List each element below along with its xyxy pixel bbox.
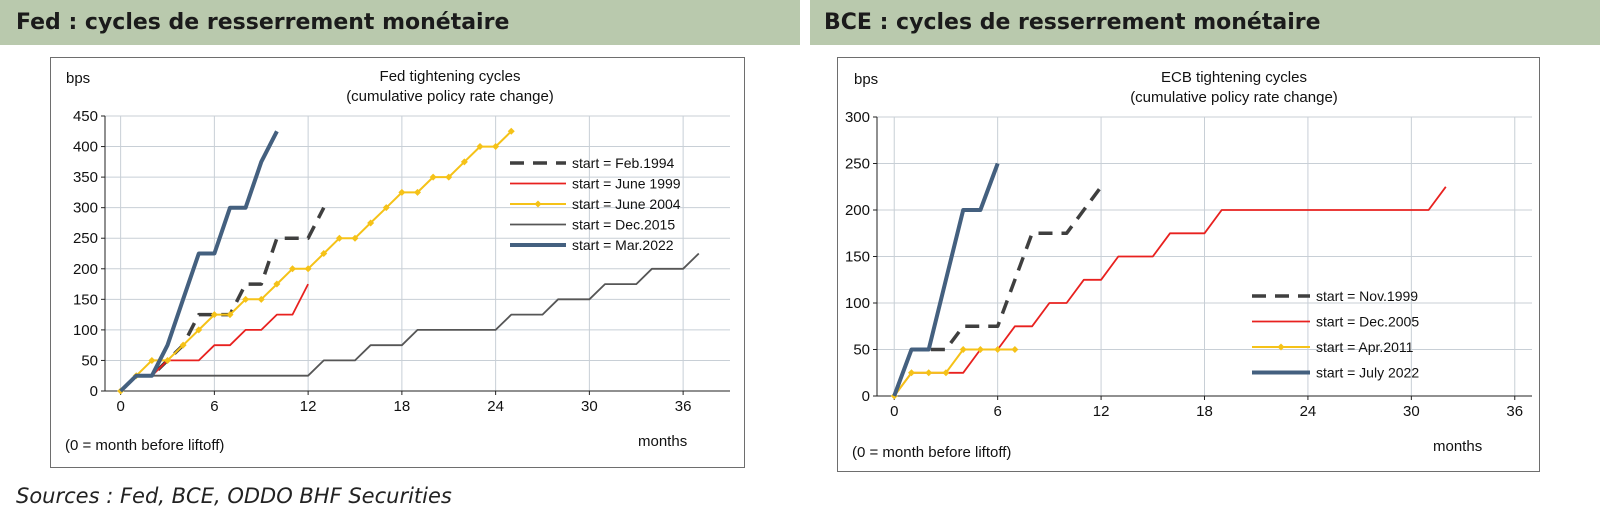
fed-series-3-point <box>398 188 406 196</box>
fed-series-3-point <box>273 280 281 288</box>
fed-x-tick-label: 30 <box>581 398 598 415</box>
ecb-series-3-point <box>1011 346 1019 353</box>
fed-x-tick-label: 36 <box>675 398 692 415</box>
ecb-y-axis-label: bps <box>854 71 878 88</box>
fed-legend-label-5: start = Mar.2022 <box>572 237 674 253</box>
ecb-y-tick-label: 150 <box>845 249 870 266</box>
fed-series-3-point <box>179 341 187 349</box>
fed-series-3-point <box>460 158 468 166</box>
fed-y-tick-label: 0 <box>90 383 98 400</box>
fed-y-tick-label: 200 <box>73 261 98 278</box>
ecb-legend-label-3: start = Apr.2011 <box>1316 339 1414 355</box>
fed-legend-marker-3 <box>534 200 542 208</box>
fed-series-3-point <box>492 143 500 151</box>
ecb-y-tick-label: 250 <box>845 156 870 173</box>
fed-chart-subtitle: (cumulative policy rate change) <box>346 88 554 105</box>
fed-series-3-point <box>148 356 156 364</box>
fed-x-tick-label: 18 <box>394 398 411 415</box>
sources-note: Sources : Fed, BCE, ODDO BHF Securities <box>16 484 452 508</box>
fed-y-tick-label: 400 <box>73 139 98 156</box>
fed-series-3-point <box>242 295 250 303</box>
ecb-series-3-point <box>976 346 984 353</box>
fed-axis-note: (0 = month before liftoff) <box>65 437 224 454</box>
ecb-x-tick-label: 30 <box>1403 403 1420 420</box>
fed-legend-label-3: start = June 2004 <box>572 196 681 212</box>
fed-series-3-point <box>304 265 312 273</box>
ecb-legend-label-2: start = Dec.2005 <box>1316 314 1419 330</box>
fed-series-3-point <box>195 326 203 334</box>
ecb-x-tick-label: 6 <box>993 403 1001 420</box>
ecb-y-tick-label: 300 <box>845 109 870 126</box>
fed-y-tick-label: 100 <box>73 322 98 339</box>
fed-y-tick-label: 250 <box>73 230 98 247</box>
fed-y-tick-label: 50 <box>81 352 98 369</box>
fed-series-3-point <box>429 173 437 181</box>
left-title-band <box>0 0 800 45</box>
fed-series-3-point <box>289 265 296 273</box>
fed-series-4-line <box>119 252 700 392</box>
fed-series-3-point <box>367 219 375 227</box>
fed-series-3-point <box>445 173 453 181</box>
fed-y-tick-label: 450 <box>73 108 98 125</box>
fed-y-tick-label: 300 <box>73 200 98 217</box>
fed-chart: 0 50 100 150 200 250 300 350 400 450 0 6 12 18 24 30 36 F… <box>50 57 745 468</box>
ecb-series-3-point <box>942 369 950 377</box>
fed-legend-label-2: start = June 1999 <box>572 176 681 192</box>
ecb-x-tick-label: 12 <box>1093 403 1110 420</box>
ecb-axis-note: (0 = month before liftoff) <box>852 444 1011 461</box>
fed-series-3-point <box>164 356 171 364</box>
ecb-x-tick-label: 24 <box>1300 403 1317 420</box>
fed-series-3-point <box>476 143 484 151</box>
ecb-series-3-point <box>925 369 933 377</box>
fed-x-tick-label: 24 <box>487 398 504 415</box>
ecb-y-tick-label: 100 <box>845 295 870 312</box>
ecb-series-3-point <box>907 369 915 377</box>
fed-series-3-point <box>210 311 218 319</box>
ecb-legend-marker-3 <box>1277 343 1285 351</box>
fed-y-tick-label: 350 <box>73 169 98 186</box>
fed-series-5-line <box>119 130 279 393</box>
ecb-y-tick-label: 200 <box>845 202 870 219</box>
ecb-series-4-line <box>892 162 1000 397</box>
fed-legend-label-4: start = Dec.2015 <box>572 217 675 233</box>
left-panel-title: Fed : cycles de resserrement monétaire <box>16 10 510 35</box>
fed-x-tick-label: 6 <box>210 398 218 415</box>
ecb-frame <box>837 57 1540 472</box>
ecb-y-tick-label: 0 <box>862 388 870 405</box>
ecb-legend-label-4: start = July 2022 <box>1316 365 1419 381</box>
fed-series-3-point <box>335 234 343 242</box>
ecb-x-tick-label: 0 <box>890 403 898 420</box>
fed-series-3-point <box>320 250 328 257</box>
fed-series-3-point <box>382 204 390 212</box>
ecb-y-tick-label: 50 <box>853 342 870 359</box>
right-panel-title: BCE : cycles de resserrement monétaire <box>824 10 1321 35</box>
fed-x-tick-label: 12 <box>300 398 317 415</box>
fed-frame <box>50 57 745 468</box>
ecb-x-axis-label: months <box>1433 438 1482 455</box>
ecb-legend-label-1: start = Nov.1999 <box>1316 288 1418 304</box>
fed-series-3-point <box>351 234 359 242</box>
fed-chart-title: Fed tightening cycles <box>380 68 521 85</box>
ecb-chart-title: ECB tightening cycles <box>1161 69 1307 86</box>
fed-legend-label-1: start = Feb.1994 <box>572 155 675 171</box>
ecb-series-2-line <box>893 186 1447 397</box>
fed-series-3-point <box>414 188 421 196</box>
ecb-series-3-point <box>959 346 967 353</box>
ecb-series-3-point <box>994 346 1002 353</box>
fed-series-3-point <box>257 295 265 303</box>
ecb-chart-subtitle: (cumulative policy rate change) <box>1130 89 1338 106</box>
fed-x-axis-label: months <box>638 433 687 450</box>
fed-y-tick-label: 150 <box>73 291 98 308</box>
ecb-chart: 0 50 100 150 200 250 300 0 6 12 18 24 30 36 ECB tighte… <box>837 57 1540 472</box>
fed-x-tick-label: 0 <box>116 398 124 415</box>
ecb-series-1-line <box>892 185 1103 397</box>
ecb-x-tick-label: 36 <box>1506 403 1523 420</box>
fed-y-axis-label: bps <box>66 70 90 87</box>
fed-series-3-point <box>226 311 234 319</box>
ecb-x-tick-label: 18 <box>1196 403 1213 420</box>
right-title-band <box>810 0 1600 45</box>
